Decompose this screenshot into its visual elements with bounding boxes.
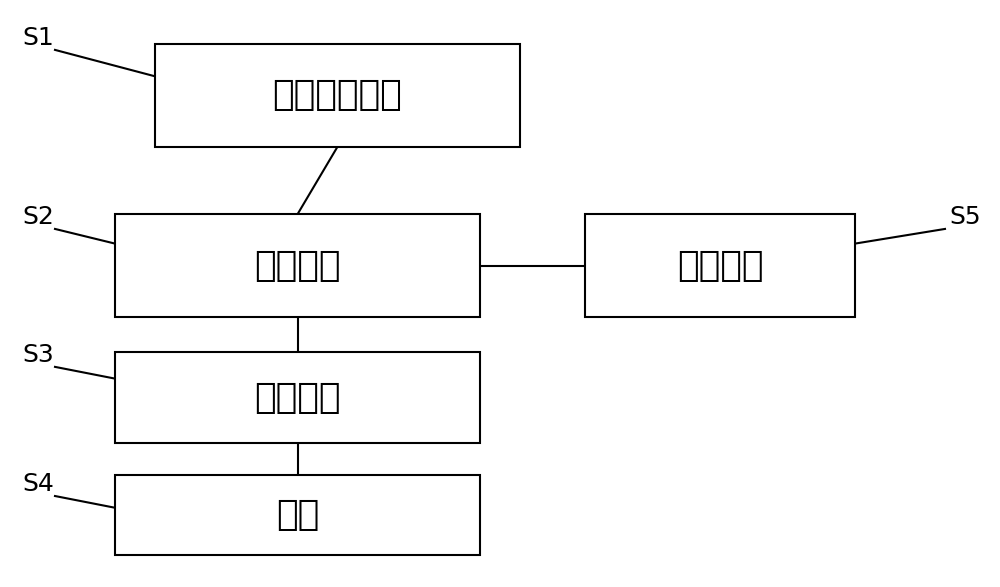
Text: 使用: 使用 — [276, 498, 319, 532]
Bar — [115, 214, 480, 317]
Text: S1: S1 — [22, 26, 54, 50]
Bar — [585, 214, 855, 317]
Text: 检测配重: 检测配重 — [254, 249, 341, 282]
Text: S2: S2 — [22, 205, 54, 229]
Bar — [115, 352, 480, 443]
Text: 二次安装: 二次安装 — [254, 381, 341, 414]
Bar — [115, 475, 480, 555]
Text: S3: S3 — [22, 343, 54, 367]
Text: S4: S4 — [22, 473, 54, 496]
Text: S5: S5 — [949, 205, 981, 229]
Bar — [155, 44, 520, 147]
Text: 装置固定安装: 装置固定安装 — [273, 79, 402, 112]
Text: 直接使用: 直接使用 — [677, 249, 763, 282]
